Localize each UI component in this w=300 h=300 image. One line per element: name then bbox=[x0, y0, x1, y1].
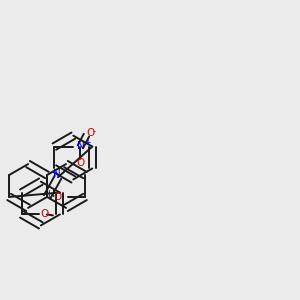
Text: O: O bbox=[53, 192, 62, 202]
Text: +: + bbox=[84, 139, 91, 148]
Text: O: O bbox=[76, 158, 85, 168]
Text: -: - bbox=[92, 127, 95, 136]
Text: N: N bbox=[52, 169, 60, 178]
Text: O: O bbox=[86, 128, 94, 138]
Text: N: N bbox=[76, 141, 84, 151]
Text: O: O bbox=[41, 209, 49, 220]
Text: H: H bbox=[47, 190, 54, 199]
